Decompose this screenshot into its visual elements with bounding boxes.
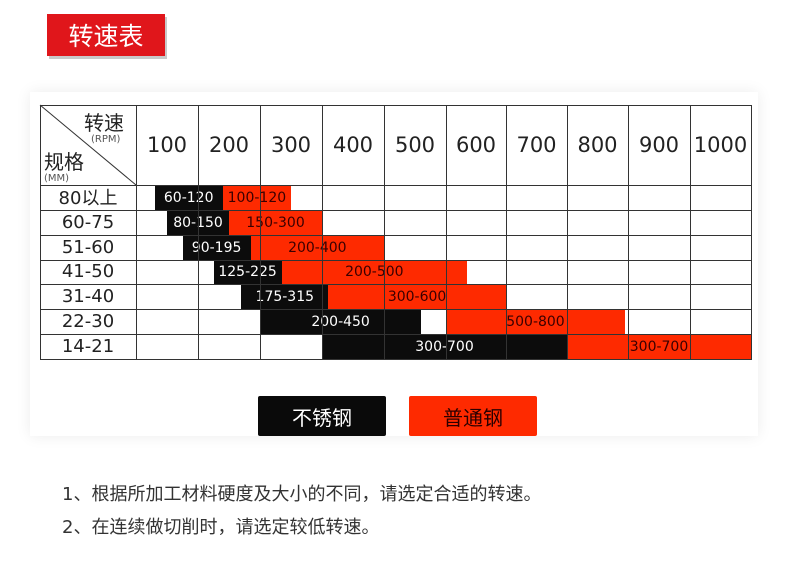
column-header: 500 xyxy=(394,133,436,157)
corner-speed-label: 转速 xyxy=(84,111,124,135)
speed-bar-stainless: 200-450 xyxy=(260,310,422,335)
speed-bar-ordinary: 200-400 xyxy=(250,235,384,260)
speed-bar-ordinary: 500-800 xyxy=(446,310,625,335)
row-header: 31-40 xyxy=(61,286,115,308)
grid-line xyxy=(40,234,752,236)
corner-size-unit: (MM) xyxy=(44,173,70,184)
grid-line xyxy=(384,105,385,359)
grid-line xyxy=(690,105,691,359)
grid-line xyxy=(751,105,752,359)
row-header: 41-50 xyxy=(61,261,115,283)
column-header: 800 xyxy=(577,133,618,157)
row-header: 80以上 xyxy=(58,188,118,210)
speed-bar-ordinary: 200-500 xyxy=(281,260,467,285)
grid-line xyxy=(322,105,323,359)
column-header: 300 xyxy=(270,133,312,157)
grid-line xyxy=(567,105,568,359)
grid-line xyxy=(260,105,261,359)
grid-line xyxy=(446,105,447,359)
grid-line xyxy=(136,105,137,359)
speed-bar-stainless: 300-700 xyxy=(322,335,567,359)
note-line-1: 1、根据所加工材料硬度及大小的不同，请选定合适的转速。 xyxy=(62,484,542,505)
grid-line xyxy=(40,284,752,286)
row-header: 60-75 xyxy=(61,211,115,233)
grid-line xyxy=(40,334,752,336)
grid-line xyxy=(40,359,752,360)
column-header: 600 xyxy=(455,133,497,157)
speed-bar-stainless: 175-315 xyxy=(241,285,329,310)
column-header: 700 xyxy=(516,133,557,157)
grid-line xyxy=(506,105,507,359)
column-header: 1000 xyxy=(693,133,748,157)
speed-bar-ordinary: 150-300 xyxy=(229,210,322,235)
grid-line xyxy=(40,309,752,311)
page-title: 转速表 xyxy=(47,14,165,56)
row-header: 51-60 xyxy=(61,236,115,258)
column-header: 200 xyxy=(208,133,250,157)
grid-line xyxy=(40,105,752,106)
row-header: 22-30 xyxy=(61,311,115,333)
grid-line xyxy=(628,105,629,359)
grid-line xyxy=(40,259,752,261)
corner-speed-unit: (RPM) xyxy=(91,134,121,145)
grid-line xyxy=(40,185,752,186)
note-line-2: 2、在连续做切削时，请选定较低转速。 xyxy=(62,517,380,538)
column-header: 900 xyxy=(638,133,680,157)
row-header: 14-21 xyxy=(61,336,115,358)
speed-bar-stainless: 90-195 xyxy=(182,235,251,260)
speed-bar-stainless: 60-120 xyxy=(154,186,223,210)
speed-bar-ordinary: 300-700 xyxy=(567,335,751,359)
grid-line xyxy=(40,105,41,359)
speed-bar-stainless: 125-225 xyxy=(213,260,282,285)
grid-line xyxy=(40,209,752,211)
speed-bar-ordinary: 100-120 xyxy=(222,186,291,210)
column-header: 400 xyxy=(332,133,374,157)
column-header: 100 xyxy=(146,133,188,157)
grid-line xyxy=(198,105,199,359)
corner-size-label: 规格 xyxy=(44,150,84,174)
legend-ordinary-steel: 普通钢 xyxy=(409,396,537,436)
speed-bar-ordinary: 300-600 xyxy=(328,285,506,310)
legend-stainless-steel: 不锈钢 xyxy=(258,396,386,436)
